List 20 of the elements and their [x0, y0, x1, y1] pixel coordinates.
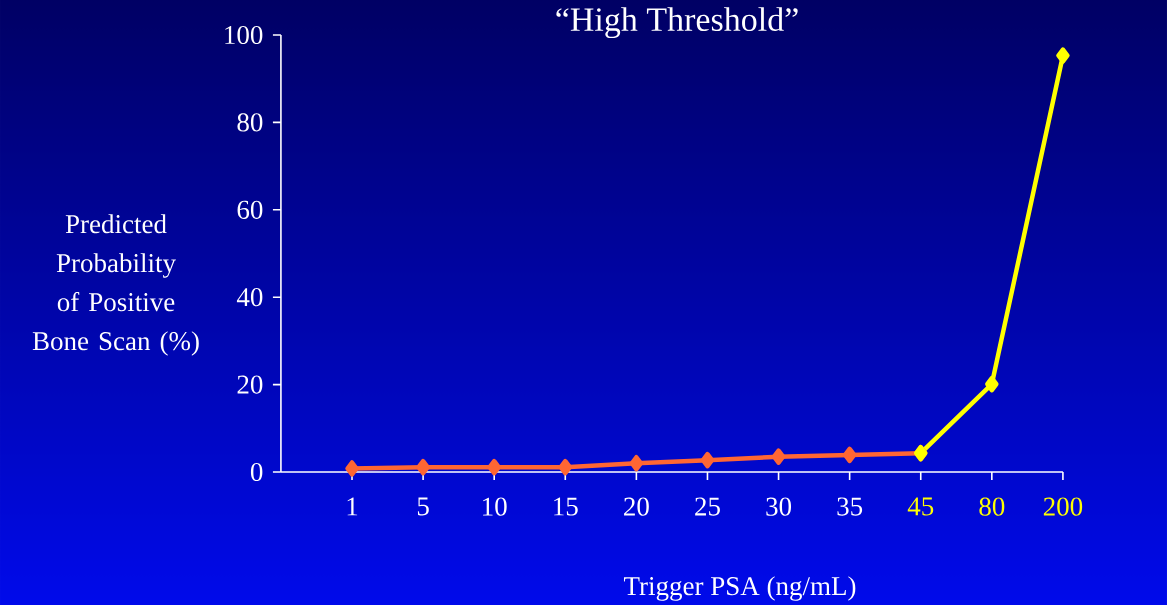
- y-axis-title: Predicted Probability of Positive Bone Scan (%): [32, 214, 199, 356]
- y-tick-label: 80: [237, 113, 263, 132]
- x-axis-title: Trigger PSA (ng/mL): [623, 576, 856, 601]
- chart-title: “High Threshold”: [556, 7, 798, 39]
- x-tick-label: 1: [347, 497, 358, 516]
- y-tick-label: 20: [237, 375, 263, 394]
- y-tick-label: 100: [225, 25, 263, 45]
- x-tick-label: 30: [766, 497, 792, 516]
- x-tick-label: 10: [483, 497, 507, 516]
- x-tick-label: 25: [695, 497, 720, 516]
- y-tick-label: 40: [236, 288, 263, 307]
- x-tick-label: 80: [979, 497, 1005, 516]
- x-tick-label: 5: [417, 497, 429, 516]
- y-tick-label: 60: [237, 200, 263, 219]
- x-tick-label: 35: [837, 497, 863, 516]
- x-tick-label: 200: [1043, 497, 1083, 516]
- y-tick-label: 0: [250, 462, 263, 482]
- x-tick-label: 15: [554, 497, 578, 516]
- x-tick-label: 45: [907, 497, 934, 516]
- x-tick-label: 20: [624, 497, 649, 516]
